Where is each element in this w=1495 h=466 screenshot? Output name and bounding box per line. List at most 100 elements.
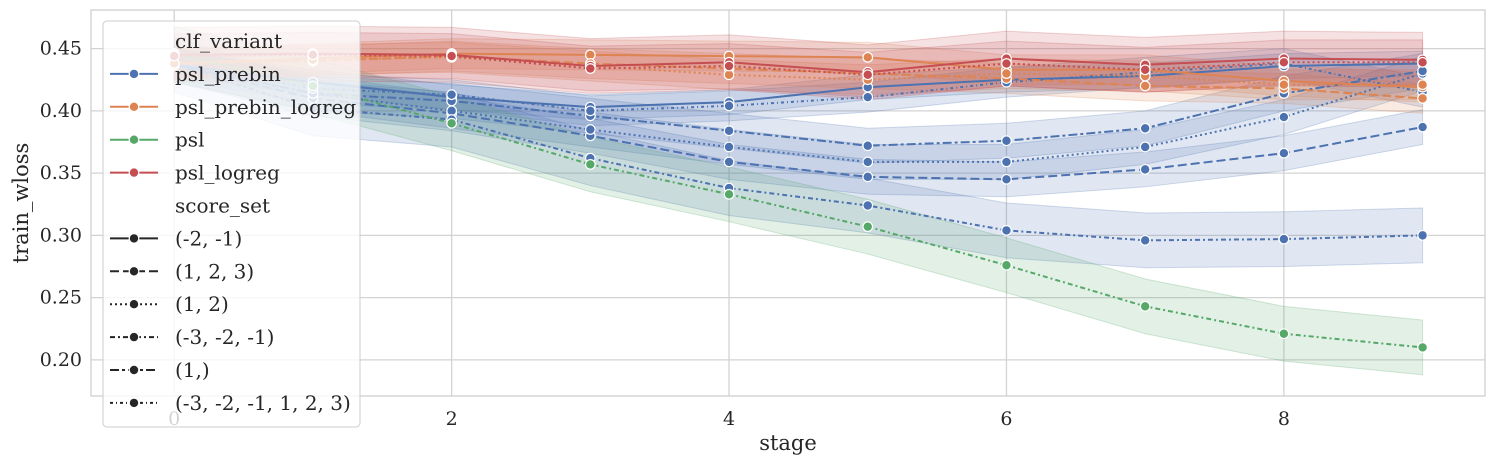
point-psl-prebin-1-2-3 xyxy=(1139,163,1151,175)
y-tick-label: 0.30 xyxy=(40,224,82,246)
confidence-bands xyxy=(173,25,1424,376)
y-tick-label: 0.35 xyxy=(40,162,82,184)
point-psl-prebin-logreg-1-2 xyxy=(1417,79,1428,91)
point-psl-prebin-1-2-3 xyxy=(723,156,735,168)
legend-style-label: (1,) xyxy=(175,358,210,382)
point-psl-prebin-3-2-1-1-2-3 xyxy=(584,105,596,117)
band-psl-prebin-logreg-1-2-3 xyxy=(173,40,1424,114)
point-psl-prebin-1 xyxy=(723,125,735,137)
point-psl-prebin-3-2-1 xyxy=(1417,229,1428,241)
band-psl-prebin-1-2-3 xyxy=(173,46,1424,198)
legend-title-label: clf_variant xyxy=(175,29,282,53)
point-psl-prebin-logreg-1-2-3 xyxy=(1417,93,1428,104)
point-psl-prebin-1-2-3 xyxy=(1278,147,1290,159)
point-psl-3-2-1 xyxy=(1417,342,1428,353)
line-psl-prebin-logreg-1-2 xyxy=(174,56,1423,86)
line-psl-prebin-1-2 xyxy=(174,63,1423,163)
y-tick-label: 0.25 xyxy=(40,287,82,309)
line-psl-prebin-3-2-1 xyxy=(173,63,1423,242)
point-psl-prebin-logreg-2-1 xyxy=(862,51,874,63)
legend-marker-1-2 xyxy=(128,298,140,310)
point-psl-prebin-1-2-3 xyxy=(1417,121,1428,133)
legend-style-label: (-3, -2, -1) xyxy=(175,325,274,349)
y-tick-label: 0.20 xyxy=(40,349,82,371)
line-psl-logreg-1-2 xyxy=(174,53,1423,76)
x-tick-labels: 02468 xyxy=(168,408,1290,430)
point-psl-prebin-3-2-1-1-2-3 xyxy=(862,91,874,103)
x-tick-label: 2 xyxy=(446,408,458,430)
series-lines xyxy=(173,52,1423,349)
legend-style-label: (1, 2) xyxy=(175,292,229,316)
legend-hue-label: psl_prebin_logreg xyxy=(175,95,356,119)
point-psl-3-2-1 xyxy=(1278,328,1290,340)
point-psl-3-2-1 xyxy=(584,158,596,170)
legend-marker-1-2-3 xyxy=(128,265,140,277)
legend-hue-label: psl xyxy=(175,128,204,152)
point-psl-logreg-1-2 xyxy=(1278,56,1290,68)
legend-style-label: (-3, -2, -1, 1, 2, 3) xyxy=(175,391,351,415)
point-psl-logreg-1-2 xyxy=(1001,58,1012,69)
point-psl-prebin-3-2-1 xyxy=(1278,233,1290,245)
legend-marker-3-2-1-1-2-3 xyxy=(128,397,140,409)
point-psl-logreg-1-2 xyxy=(723,60,735,72)
point-psl-prebin-1 xyxy=(862,140,874,152)
line-psl-prebin-logreg-1-2-3 xyxy=(174,55,1423,100)
line-psl-prebin-1 xyxy=(174,63,1423,147)
legend-hue-label: psl_logreg xyxy=(175,161,280,185)
point-psl-prebin-1-2-3 xyxy=(1001,173,1012,185)
point-psl-logreg-1-2 xyxy=(584,63,596,74)
legend-marker-1 xyxy=(128,364,140,376)
band-psl-prebin-3-2-1-1-2-3 xyxy=(173,48,1424,127)
point-psl-prebin-1-2 xyxy=(1001,156,1012,168)
line-psl-prebin-3-2-1-1-2-3 xyxy=(174,62,1423,112)
point-psl-prebin-logreg-1-2 xyxy=(1278,79,1290,91)
point-psl-prebin-3-2-1-1-2-3 xyxy=(723,100,735,112)
legend-hue-label: psl_prebin xyxy=(175,62,281,86)
x-tick-label: 8 xyxy=(1278,408,1290,430)
legend-frame xyxy=(102,20,361,428)
point-psl-prebin-3-2-1 xyxy=(1139,234,1151,246)
point-psl-prebin-1-2-3 xyxy=(862,171,874,183)
point-psl-prebin-1 xyxy=(1001,135,1012,147)
point-psl-logreg-1-2 xyxy=(446,50,458,62)
legend-marker-psl-prebin-logreg xyxy=(128,101,140,113)
point-psl-prebin-1-2 xyxy=(862,156,874,168)
y-tick-label: 0.40 xyxy=(40,100,82,122)
line-psl-logreg-2-1 xyxy=(174,52,1423,74)
point-psl-logreg-1-2 xyxy=(862,69,874,81)
point-psl-prebin-1-2 xyxy=(1278,111,1290,123)
y-tick-labels: 0.20 0.25 0.30 0.35 0.40 0.45 xyxy=(40,38,82,371)
legend-marker-3-2-1 xyxy=(128,331,140,343)
legend-marker-psl-logreg xyxy=(128,167,140,179)
line-psl-prebin-logreg-2-1 xyxy=(174,52,1423,89)
legend-style-label: (1, 2, 3) xyxy=(175,259,254,283)
point-psl-prebin-3-2-1 xyxy=(1001,224,1012,236)
x-axis-label: stage xyxy=(759,431,817,455)
legend: clf_variant psl_prebin psl_prebin_logregps… xyxy=(102,20,361,428)
point-psl-3-2-1 xyxy=(862,221,874,233)
legend-marker-2-1 xyxy=(128,232,140,244)
y-tick-label: 0.45 xyxy=(40,38,82,60)
x-tick-label: 4 xyxy=(723,408,735,430)
point-psl-prebin-1-2 xyxy=(723,141,735,153)
legend-marker-psl-prebin xyxy=(128,68,140,80)
point-psl-prebin-1 xyxy=(1139,122,1151,134)
plot-frame xyxy=(90,9,1486,397)
legend-style-label: (-2, -1) xyxy=(175,226,242,250)
point-psl-3-2-1 xyxy=(723,188,735,200)
line-psl-prebin-1-2-3 xyxy=(173,63,1423,181)
band-psl-3-2-1 xyxy=(173,25,1424,376)
point-psl-3-2-1 xyxy=(1139,300,1151,312)
point-psl-logreg-1-2 xyxy=(1139,64,1151,76)
line-psl-3-2-1 xyxy=(173,52,1423,349)
y-axis-label: train_wloss xyxy=(9,143,33,264)
point-psl-3-2-1 xyxy=(446,117,458,129)
point-psl-prebin-logreg-1-2-3 xyxy=(1139,80,1151,92)
point-psl-logreg-1-2 xyxy=(1417,56,1428,68)
point-psl-prebin-3-2-1-1-2-3 xyxy=(446,89,458,101)
point-psl-prebin-logreg-1-2 xyxy=(1001,68,1012,79)
legend-marker-psl xyxy=(128,134,140,146)
point-psl-prebin-3-2-1 xyxy=(862,200,874,211)
point-psl-prebin-1-2 xyxy=(1139,141,1151,153)
